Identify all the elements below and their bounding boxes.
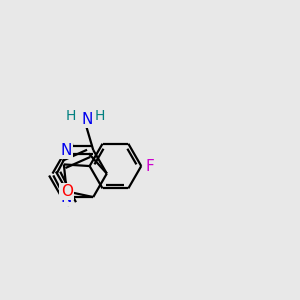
Text: H: H [94,109,105,123]
Text: F: F [145,159,154,174]
Text: H: H [66,109,76,123]
Text: N: N [60,142,72,158]
Text: O: O [61,184,73,199]
Text: N: N [81,112,92,127]
Text: N: N [60,190,72,205]
